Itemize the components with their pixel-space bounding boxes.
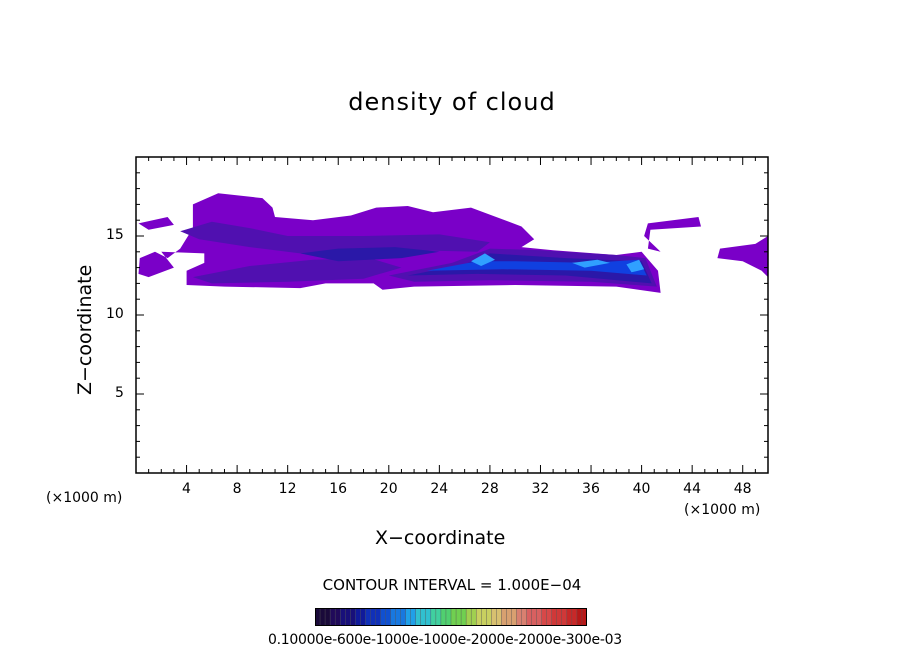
x-tick-label: 44	[683, 481, 701, 497]
cloud-region-low	[138, 217, 174, 230]
x-tick-label: 16	[329, 481, 348, 497]
y-tick-label: 15	[106, 227, 124, 243]
colorbar-segment	[516, 608, 522, 626]
x-tick-label: 32	[531, 481, 550, 497]
colorbar-segment	[496, 608, 502, 626]
colorbar-segment	[561, 608, 568, 626]
colorbar-segment	[465, 608, 472, 626]
colorbar-segment	[405, 608, 412, 626]
y-axis-label: Z−coordinate	[74, 264, 96, 395]
colorbar-segment	[536, 608, 543, 626]
x-tick-label: 8	[232, 481, 242, 497]
colorbar-segment	[481, 608, 487, 626]
colorbar-segment	[455, 608, 462, 626]
y-tick-label: 10	[106, 306, 124, 322]
colorbar-segment	[380, 608, 386, 626]
x-unit-label-right: (×1000 m)	[684, 502, 761, 518]
colorbar	[315, 608, 587, 626]
colorbar-segment	[531, 608, 538, 626]
colorbar-segment	[375, 608, 381, 626]
colorbar-segment	[475, 608, 482, 626]
colorbar-segment	[445, 608, 452, 626]
colorbar-segment	[324, 608, 331, 626]
colorbar-segment	[470, 608, 477, 626]
cloud-density-regions	[138, 193, 768, 293]
x-tick-label: 24	[430, 481, 449, 497]
colorbar-segment	[435, 608, 442, 626]
colorbar-segment	[360, 608, 366, 626]
colorbar-segment	[541, 608, 548, 626]
colorbar-segment	[556, 608, 563, 626]
colorbar-segment	[365, 608, 371, 626]
cloud-region-mid_low	[180, 221, 490, 255]
colorbar-segment	[334, 608, 341, 626]
colorbar-segment	[551, 608, 558, 626]
colorbar-segment	[546, 608, 553, 626]
colorbar-segment	[385, 608, 391, 626]
colorbar-segment	[400, 608, 407, 626]
colorbar-segment	[486, 608, 492, 626]
colorbar-segment	[425, 608, 432, 626]
colorbar-segment	[511, 608, 517, 626]
colorbar-segment	[506, 608, 512, 626]
x-tick-label: 36	[582, 481, 600, 497]
colorbar-segment	[526, 608, 532, 626]
x-tick-label: 28	[480, 481, 499, 497]
cloud-region-low	[644, 217, 701, 252]
colorbar-segment	[521, 608, 527, 626]
colorbar-segment	[339, 608, 346, 626]
colorbar-segment	[460, 608, 467, 626]
cloud-region-low	[717, 236, 768, 278]
colorbar-segment	[355, 608, 361, 626]
cloud-region-peak	[572, 259, 610, 268]
colorbar-segment	[491, 608, 497, 626]
x-tick-label: 20	[379, 481, 398, 497]
contour-interval-label: CONTOUR INTERVAL = 1.000E−04	[322, 576, 582, 594]
x-tick-label: 12	[278, 481, 297, 497]
cloud-region-mid_low	[192, 258, 402, 284]
colorbar-segment	[345, 608, 351, 626]
colorbar-segment	[415, 608, 422, 626]
colorbar-segment	[430, 608, 437, 626]
x-tick-label: 40	[632, 481, 651, 497]
cloud-region-mid	[300, 247, 440, 262]
x-tick-label: 48	[733, 481, 752, 497]
colorbar-segment	[420, 608, 427, 626]
colorbar-segment	[566, 608, 573, 626]
colorbar-segment	[319, 608, 326, 626]
colorbar-outline	[315, 608, 587, 626]
y-tick-label: 5	[115, 385, 124, 401]
colorbar-segment	[576, 608, 583, 626]
axis-ticks	[136, 157, 768, 473]
colorbar-labels: 0.10000e-600e-1000e-1000e-2000e-2000e-30…	[268, 632, 622, 648]
colorbar-segment	[370, 608, 376, 626]
chart-title: density of cloud	[348, 88, 556, 116]
colorbar-segment	[390, 608, 396, 626]
x-tick-label: 4	[182, 481, 191, 497]
cloud-region-peak	[626, 259, 645, 273]
colorbar-segment	[440, 608, 447, 626]
colorbar-segment	[450, 608, 457, 626]
colorbar-segment	[571, 608, 578, 626]
colorbar-segment	[410, 608, 417, 626]
colorbar-segment	[350, 608, 356, 626]
colorbar-segment	[581, 608, 587, 626]
x-unit-label-left: (×1000 m)	[46, 490, 123, 506]
cloud-region-peak	[471, 253, 495, 266]
colorbar-segment	[501, 608, 507, 626]
x-axis-label: X−coordinate	[375, 527, 506, 549]
colorbar-segment	[395, 608, 402, 626]
colorbar-segment	[329, 608, 336, 626]
